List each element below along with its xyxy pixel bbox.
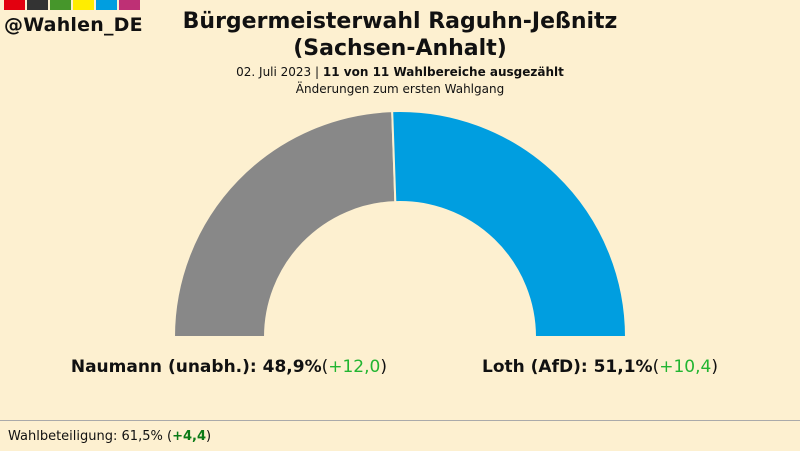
- candidate-name-loth: Loth (AfD): [482, 357, 581, 377]
- candidate-label-loth: Loth (AfD): 51,1%(+10,4): [482, 357, 718, 377]
- flag-stripe-3: [73, 0, 94, 10]
- candidate-name-naumann: Naumann (unabh.): [70, 357, 250, 377]
- flag-stripe-4: [96, 0, 117, 10]
- turnout-value: 61,5%: [121, 429, 163, 444]
- title-line-2: (Sachsen-Anhalt): [293, 36, 507, 61]
- party-color-bar: [4, 0, 143, 10]
- turnout-change: +4,4: [172, 429, 206, 444]
- turnout: Wahlbeteiligung: 61,5% (+4,4): [8, 429, 212, 444]
- donut-slice-1: [391, 110, 628, 338]
- donut-slice-0: [172, 110, 397, 338]
- brand: @Wahlen_DE: [4, 0, 143, 36]
- flag-stripe-0: [4, 0, 25, 10]
- candidate-change-naumann: +12,0: [328, 357, 381, 377]
- half-donut-chart: [172, 110, 628, 338]
- chart-title: Bürgermeisterwahl Raguhn-Jeßnitz (Sachse…: [150, 8, 650, 62]
- candidate-share-naumann: 48,9%: [262, 357, 322, 377]
- title-line-1: Bürgermeisterwahl Raguhn-Jeßnitz: [182, 9, 618, 34]
- chart-subtitle: 02. Juli 2023 | 11 von 11 Wahlbereiche a…: [150, 64, 650, 98]
- candidate-label-naumann: Naumann (unabh.): 48,9%(+12,0): [70, 357, 387, 377]
- flag-stripe-1: [27, 0, 48, 10]
- candidate-share-loth: 51,1%: [593, 357, 653, 377]
- counted-status: 11 von 11 Wahlbereiche ausgezählt: [322, 65, 564, 79]
- brand-handle: @Wahlen_DE: [4, 14, 143, 36]
- flag-stripe-5: [119, 0, 140, 10]
- subtitle-separator: |: [315, 65, 320, 79]
- election-date: 02. Juli 2023: [236, 65, 312, 79]
- footer: Wahlbeteiligung: 61,5% (+4,4): [0, 420, 800, 451]
- flag-stripe-2: [50, 0, 71, 10]
- candidate-change-loth: +10,4: [659, 357, 712, 377]
- turnout-label: Wahlbeteiligung:: [8, 429, 118, 444]
- change-note: Änderungen zum ersten Wahlgang: [295, 82, 505, 96]
